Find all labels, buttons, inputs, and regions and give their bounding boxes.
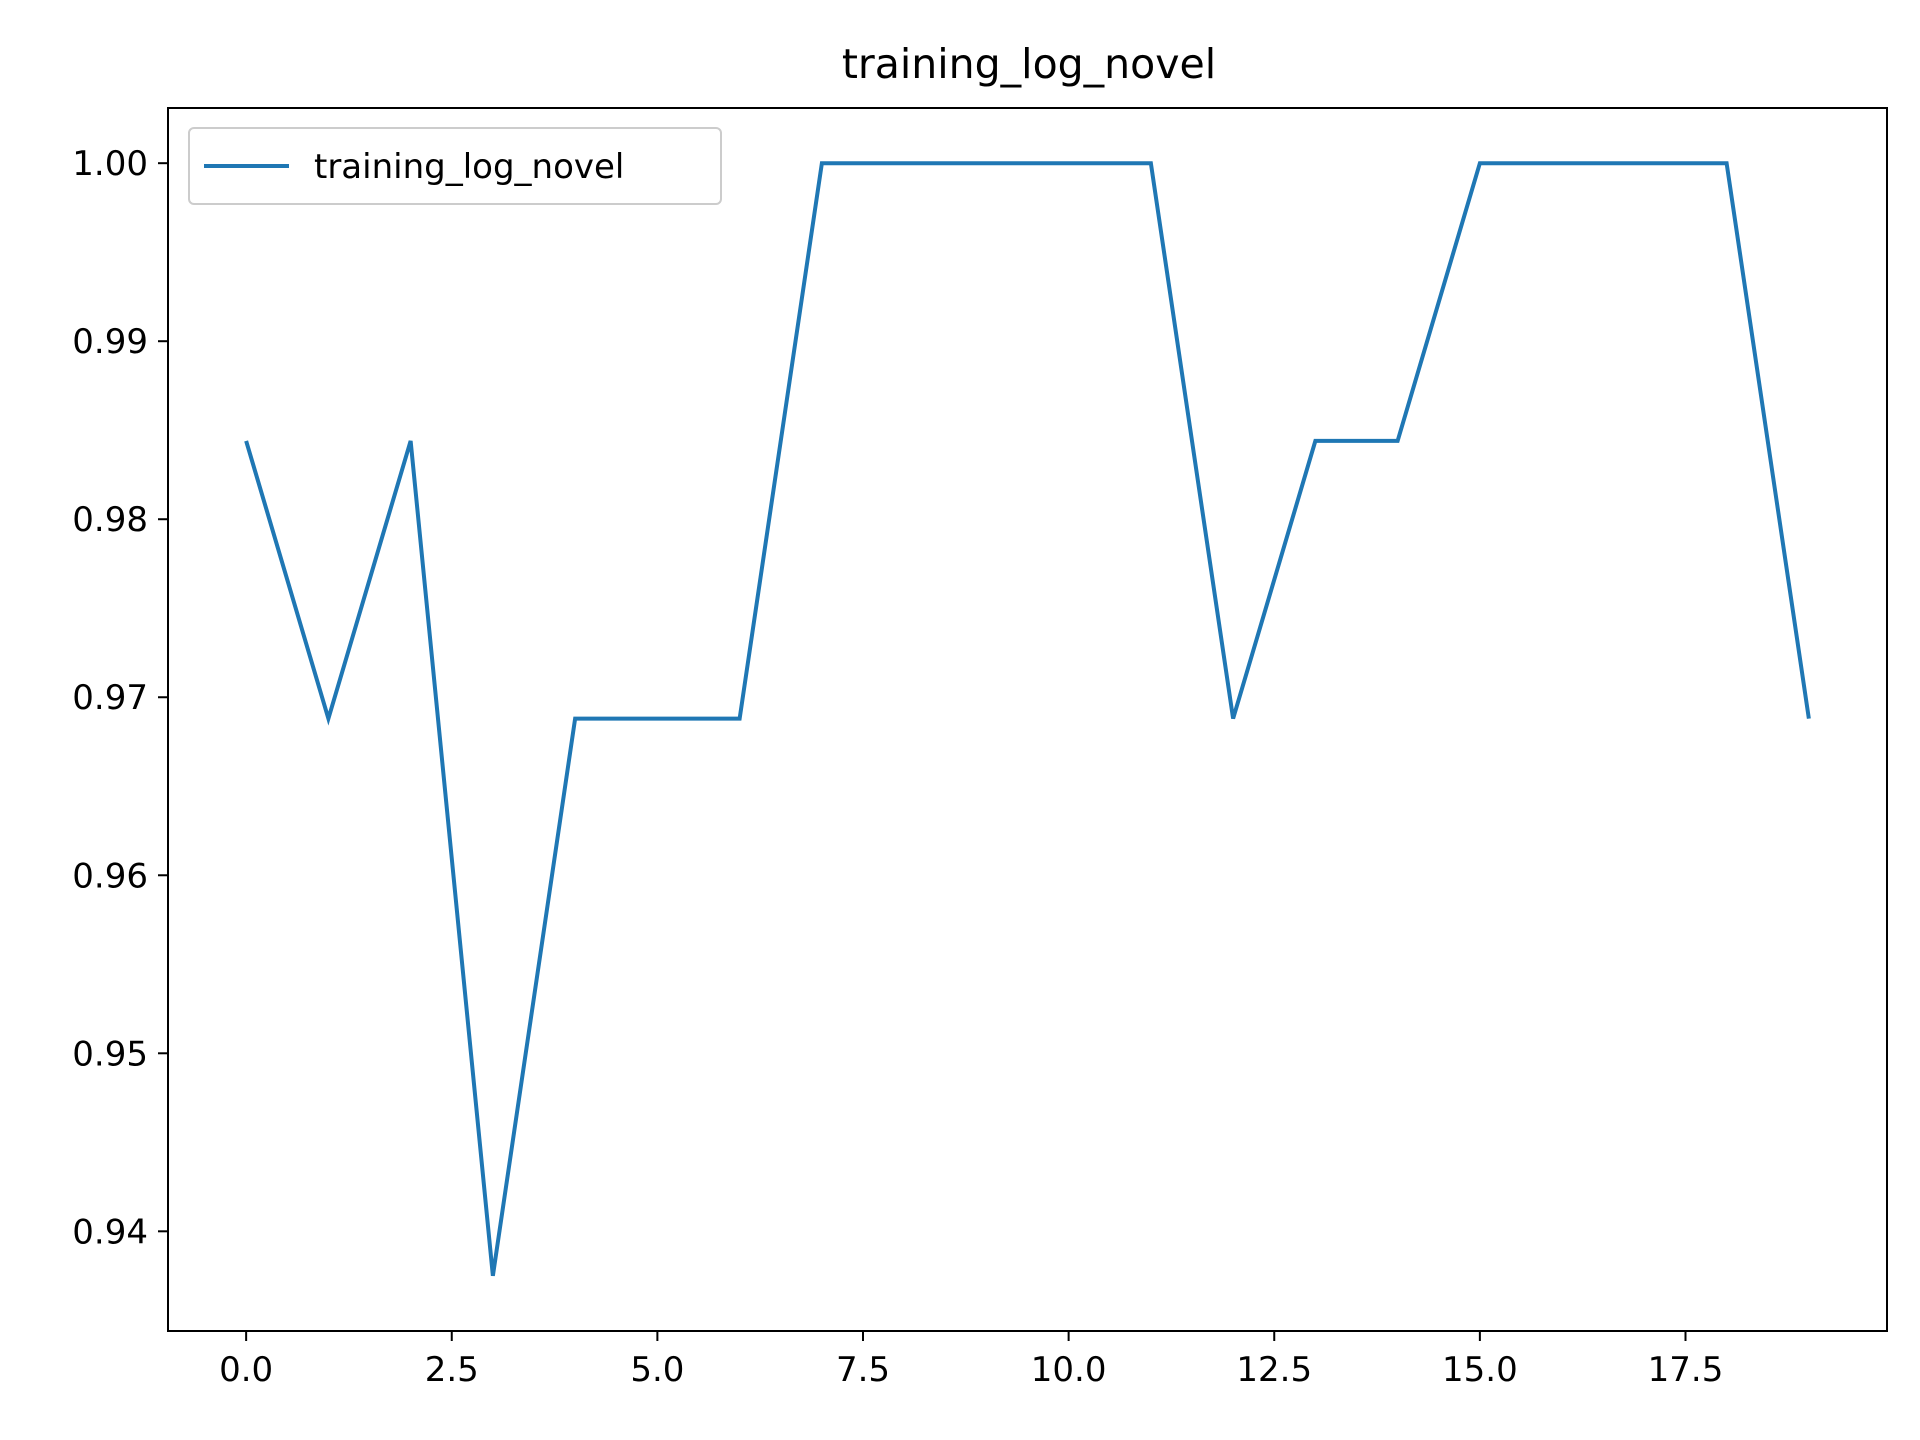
legend-label: training_log_novel bbox=[314, 147, 624, 187]
y-tick-label: 0.97 bbox=[72, 678, 148, 718]
y-tick-label: 0.94 bbox=[72, 1212, 148, 1252]
y-axis: 0.94 0.95 0.96 0.97 0.98 0.99 1.00 bbox=[72, 144, 168, 1252]
y-tick-label: 0.98 bbox=[72, 500, 148, 540]
x-tick-label: 0.0 bbox=[219, 1350, 273, 1390]
plot-area bbox=[167, 107, 1888, 1332]
series-line bbox=[244, 161, 1811, 1277]
plot-frame bbox=[167, 107, 1888, 1332]
x-tick-label: 15.0 bbox=[1442, 1350, 1518, 1390]
x-tick-label: 2.5 bbox=[425, 1350, 479, 1390]
series-layer bbox=[244, 161, 1811, 1277]
legend: training_log_novel bbox=[188, 127, 722, 205]
chart-title: training_log_novel bbox=[842, 40, 1216, 88]
x-tick-label: 17.5 bbox=[1648, 1350, 1724, 1390]
y-tick-label: 1.00 bbox=[72, 144, 148, 184]
x-tick-label: 12.5 bbox=[1236, 1350, 1312, 1390]
y-tick-label: 0.99 bbox=[72, 322, 148, 362]
legend-box bbox=[188, 127, 722, 205]
x-tick-label: 10.0 bbox=[1031, 1350, 1107, 1390]
x-tick-label: 5.0 bbox=[630, 1350, 684, 1390]
y-tick-label: 0.96 bbox=[72, 856, 148, 896]
x-tick-label: 7.5 bbox=[836, 1350, 890, 1390]
x-axis: 0.0 2.5 5.0 7.5 10.0 12.5 15.0 17.5 bbox=[219, 1331, 1723, 1390]
y-tick-label: 0.95 bbox=[72, 1034, 148, 1074]
